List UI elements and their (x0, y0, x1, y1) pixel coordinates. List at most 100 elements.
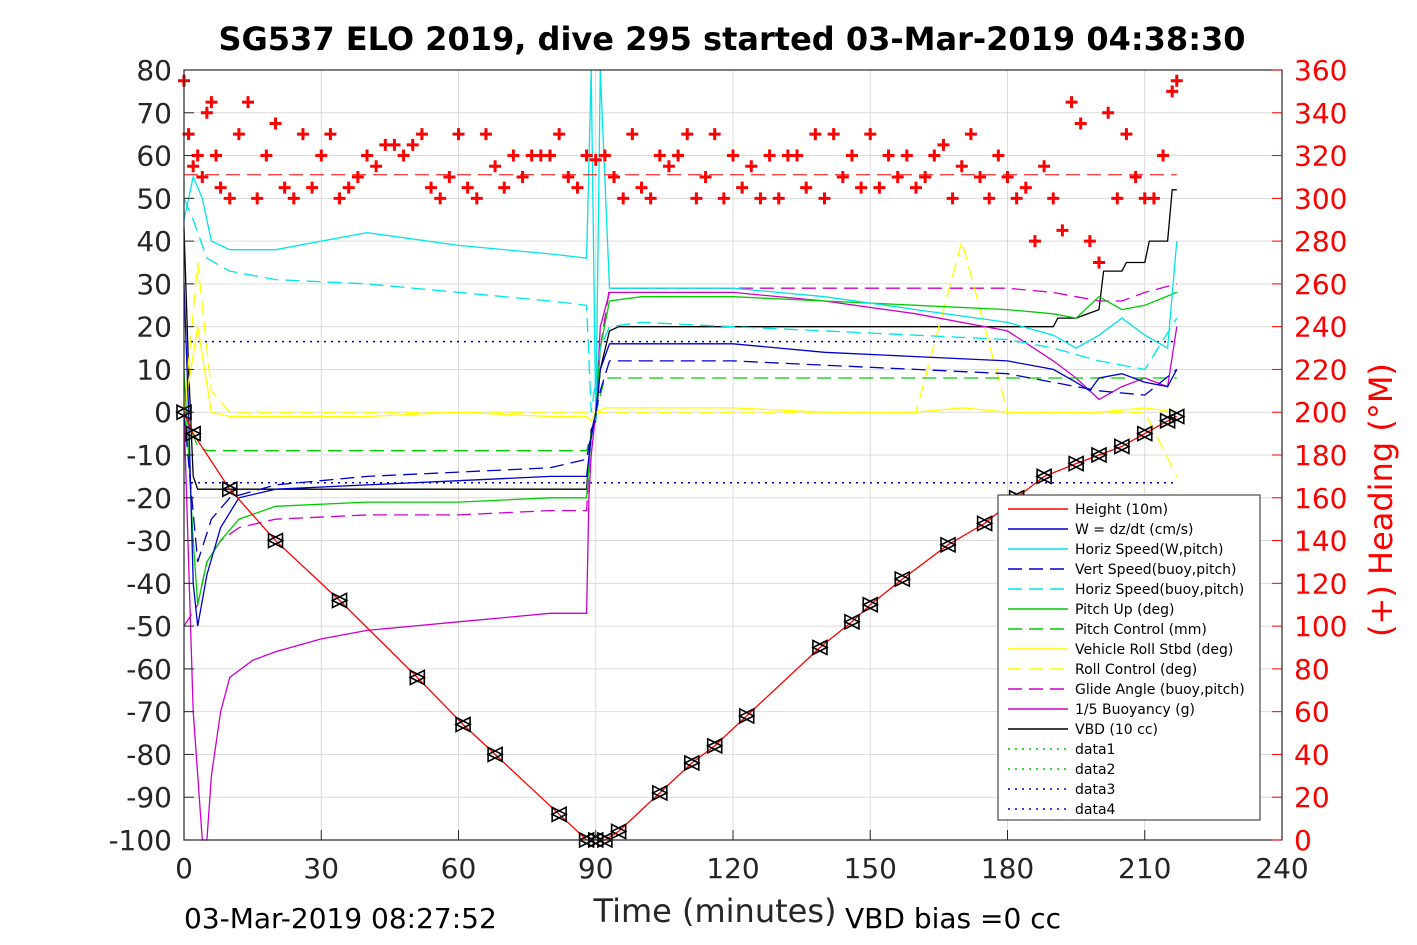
y-right-tick-label: 160 (1294, 482, 1347, 515)
heading-point (736, 181, 749, 194)
series-line-vehicle-roll-stbd-deg (183, 326, 1177, 422)
legend-label: data4 (1075, 802, 1116, 818)
x-tick-label: 0 (175, 852, 193, 885)
heading-point (306, 181, 319, 194)
y-left-tick-label: 40 (136, 225, 172, 258)
heading-point (1056, 224, 1069, 237)
heading-point (791, 149, 804, 162)
heading-point (1170, 74, 1183, 87)
heading-point (544, 149, 556, 162)
heading-point (891, 170, 904, 183)
y-right-tick-label: 100 (1294, 610, 1347, 643)
heading-point (553, 128, 566, 141)
heading-point (699, 170, 712, 183)
heading-point (983, 192, 996, 205)
heading-point (1083, 235, 1096, 248)
height-marker (1035, 468, 1052, 485)
legend-label: Pitch Control (mm) (1075, 622, 1207, 638)
heading-point (754, 192, 767, 205)
series-line-vert-speed-buoy-pitch (183, 360, 1178, 563)
heading-point (672, 149, 685, 162)
heading-point (1120, 128, 1133, 141)
y-right-axis: 3603403203002802602402202001801601401201… (1272, 54, 1347, 857)
heading-point (470, 192, 483, 205)
x-tick-label: 30 (303, 852, 339, 885)
heading-point (1047, 192, 1060, 205)
heading-point (223, 192, 236, 205)
y-left-tick-label: 70 (136, 97, 172, 130)
heading-point (196, 170, 209, 183)
y-left-tick-label: 10 (136, 353, 172, 386)
heading-point (608, 170, 621, 183)
heading-point (187, 160, 200, 173)
y-right-tick-label: 80 (1294, 653, 1330, 686)
series-line-roll-control-deg (183, 238, 1178, 477)
heading-point (617, 192, 630, 205)
height-marker (1167, 408, 1185, 425)
heading-point (900, 149, 913, 162)
heading-point (406, 138, 419, 151)
heading-point (690, 192, 703, 205)
heading-point (809, 128, 822, 141)
legend-label: data2 (1075, 762, 1115, 778)
height-marker (651, 784, 668, 802)
y-left-tick-label: -40 (126, 567, 172, 600)
legend-label: Vehicle Roll Stbd (deg) (1075, 642, 1233, 658)
height-marker (1090, 446, 1107, 464)
heading-point (653, 149, 666, 162)
x-tick-label: 180 (981, 852, 1034, 885)
heading-point (928, 149, 941, 162)
y-right-tick-label: 120 (1294, 567, 1347, 600)
y-right-tick-label: 280 (1294, 225, 1347, 258)
heading-point (1147, 192, 1160, 205)
heading-point (260, 149, 273, 162)
heading-point (827, 128, 840, 141)
y-right-tick-label: 20 (1294, 781, 1330, 814)
heading-point (1111, 192, 1124, 205)
height-marker (330, 592, 348, 609)
height-marker (861, 596, 879, 614)
height-marker (1135, 425, 1153, 442)
y-right-tick-label: 220 (1294, 353, 1347, 386)
heading-point (1038, 160, 1051, 173)
heading-point (882, 149, 895, 162)
heading-point (910, 181, 922, 194)
footer-timestamp: 03-Mar-2019 08:27:52 (184, 902, 497, 935)
heading-point (361, 149, 373, 162)
y-left-tick-label: -20 (126, 482, 172, 515)
heading-point (324, 128, 337, 141)
heading-point (571, 181, 584, 194)
heading-point (681, 128, 694, 141)
heading-point (461, 181, 474, 194)
y-left-tick-label: -10 (126, 439, 172, 472)
heading-point (635, 181, 648, 194)
series-line-w-dz-dt-cm-s (183, 283, 1178, 627)
heading-point (818, 192, 831, 205)
x-tick-label: 90 (578, 852, 614, 885)
height-marker (184, 425, 201, 442)
height-marker (266, 532, 284, 549)
heading-point (351, 170, 364, 183)
height-marker (811, 639, 828, 656)
heading-series (178, 74, 1183, 269)
legend-label: data3 (1075, 782, 1115, 798)
y-right-axis-label: (+) Heading (°M) (1362, 363, 1400, 637)
y-right-tick-label: 140 (1294, 525, 1347, 558)
heading-point (232, 128, 245, 141)
heading-point (287, 192, 300, 205)
x-axis-label: Time (minutes) (593, 892, 837, 930)
heading-point (1166, 85, 1179, 98)
heading-point (214, 181, 227, 194)
heading-point (864, 128, 877, 141)
series-line-glide-angle-buoy-pitch (183, 283, 1177, 627)
heading-point (251, 192, 264, 205)
heading-point (1065, 96, 1078, 109)
x-tick-label: 240 (1255, 852, 1308, 885)
height-marker (1113, 438, 1130, 455)
legend-label: VBD (10 cc) (1075, 722, 1158, 738)
height-marker (1067, 455, 1084, 472)
y-left-tick-label: 60 (136, 140, 172, 173)
series-line-horiz-speed-buoy-pitch (183, 198, 1178, 413)
y-left-tick-label: 0 (154, 396, 172, 429)
